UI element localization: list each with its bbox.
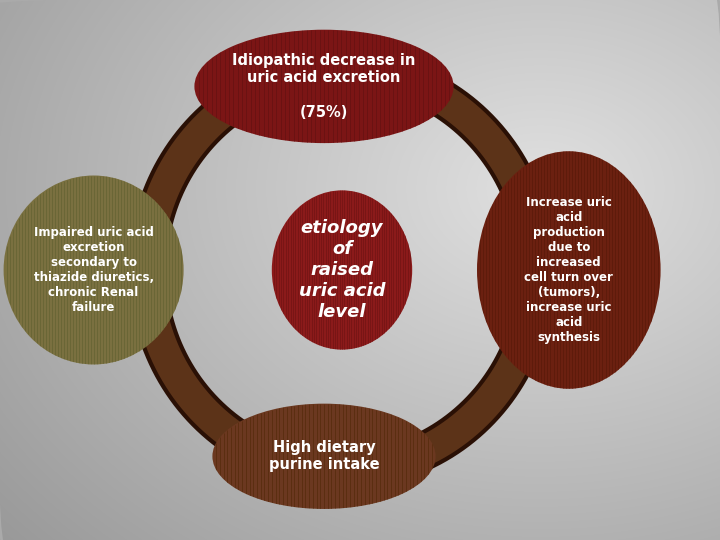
Text: High dietary
purine intake: High dietary purine intake <box>269 440 379 472</box>
Ellipse shape <box>271 190 412 350</box>
Ellipse shape <box>212 404 436 509</box>
Text: Impaired uric acid
excretion
secondary to
thiazide diuretics,
chronic Renal
fail: Impaired uric acid excretion secondary t… <box>34 226 153 314</box>
Ellipse shape <box>4 176 184 364</box>
Ellipse shape <box>477 151 661 389</box>
Text: etiology
of
raised
uric acid
level: etiology of raised uric acid level <box>299 219 385 321</box>
Ellipse shape <box>194 30 454 143</box>
Text: Idiopathic decrease in
uric acid excretion

(75%): Idiopathic decrease in uric acid excreti… <box>233 53 415 120</box>
Text: Increase uric
acid
production
due to
increased
cell turn over
(tumors),
increase: Increase uric acid production due to inc… <box>524 196 613 344</box>
